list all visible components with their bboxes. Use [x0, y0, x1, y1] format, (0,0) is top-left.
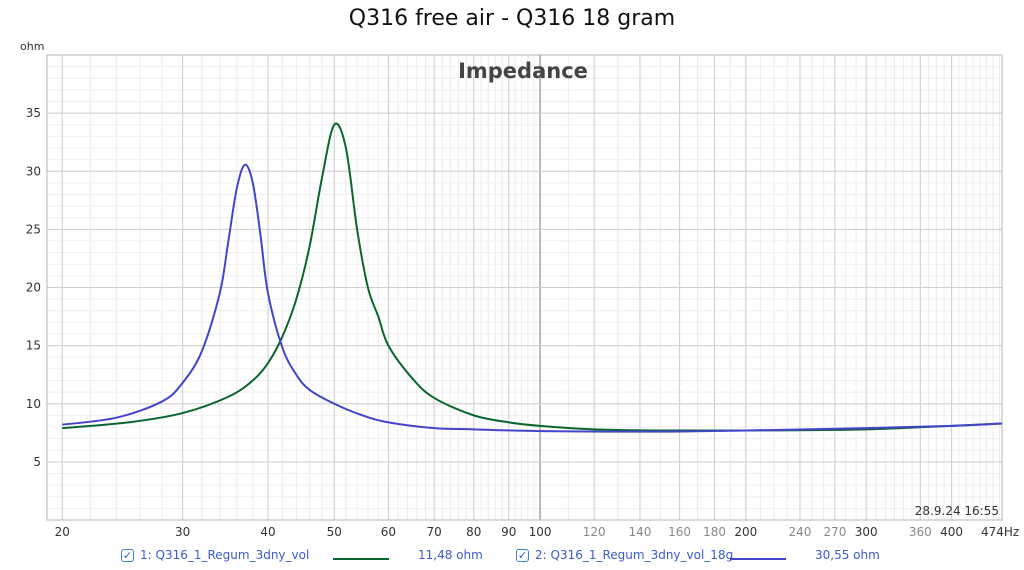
- series-layer: [62, 122, 1003, 433]
- y-tick-label: 5: [33, 455, 41, 469]
- x-tick-label: 160: [668, 525, 691, 539]
- chart-window-title: Q316 free air - Q316 18 gram: [348, 6, 676, 31]
- x-tick-label: 80: [466, 525, 481, 539]
- x-tick-label: 40: [260, 525, 275, 539]
- x-tick-label: 270: [823, 525, 846, 539]
- x-tick-label: 60: [381, 525, 396, 539]
- plot-title: Impedance: [458, 59, 588, 83]
- legend-checkbox-1[interactable]: ✓: [121, 548, 134, 562]
- y-axis-ticks: 5 10 15 20 25 30 35: [26, 106, 41, 469]
- timestamp: 28.9.24 16:55: [915, 504, 999, 518]
- y-axis-unit: ohm: [20, 40, 44, 53]
- legend-checkbox-2[interactable]: ✓: [516, 548, 529, 562]
- legend-label-1: 1: Q316_1_Regum_3dny_vol: [140, 548, 310, 562]
- impedance-chart: 5 10 15 20 25 30 35 20 30 40 50 60 70 80 90 100 120 140 1…: [20, 40, 1019, 539]
- y-tick-label: 20: [26, 281, 41, 295]
- y-tick-label: 15: [26, 339, 41, 353]
- legend-value-2: 30,55 ohm: [815, 548, 880, 562]
- series-line-1: [62, 122, 1003, 432]
- x-tick-label: 70: [427, 525, 442, 539]
- legend-label-2: 2: Q316_1_Regum_3dny_vol_18g: [535, 548, 734, 562]
- series-line-2: [62, 163, 1003, 433]
- x-tick-label: 20: [55, 525, 70, 539]
- legend-item-1[interactable]: ✓ 1: Q316_1_Regum_3dny_vol: [121, 548, 309, 562]
- x-tick-label: 30: [175, 525, 190, 539]
- y-tick-label: 25: [26, 222, 41, 236]
- x-tick-label: 140: [628, 525, 651, 539]
- x-axis-end-label: 474Hz: [981, 525, 1019, 539]
- legend: ✓ 1: Q316_1_Regum_3dny_vol 11,48 ohm ✓ 2…: [0, 548, 1024, 570]
- x-tick-label: 360: [909, 525, 932, 539]
- x-tick-label: 120: [583, 525, 606, 539]
- legend-swatch-1: [333, 558, 389, 560]
- y-tick-label: 10: [26, 397, 41, 411]
- x-tick-label: 300: [855, 525, 878, 539]
- legend-value-1: 11,48 ohm: [418, 548, 483, 562]
- y-tick-label: 35: [26, 106, 41, 120]
- x-tick-label: 180: [703, 525, 726, 539]
- x-tick-label: 200: [734, 525, 757, 539]
- x-tick-label: 240: [788, 525, 811, 539]
- x-tick-label: 90: [501, 525, 516, 539]
- legend-item-2[interactable]: ✓ 2: Q316_1_Regum_3dny_vol_18g: [516, 548, 733, 562]
- legend-swatch-2: [730, 558, 786, 560]
- x-tick-label: 50: [327, 525, 342, 539]
- y-tick-label: 30: [26, 164, 41, 178]
- x-axis-ticks: 20 30 40 50 60 70 80 90 100 120 140 160 180 200 240 270…: [55, 525, 963, 539]
- plot-frame: [46, 54, 1003, 521]
- x-tick-label: 400: [940, 525, 963, 539]
- x-tick-label: 100: [529, 525, 552, 539]
- major-grid: [47, 55, 1002, 520]
